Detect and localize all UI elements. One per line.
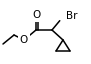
Text: O: O xyxy=(20,35,28,45)
Text: O: O xyxy=(33,10,41,20)
Text: Br: Br xyxy=(66,11,78,21)
